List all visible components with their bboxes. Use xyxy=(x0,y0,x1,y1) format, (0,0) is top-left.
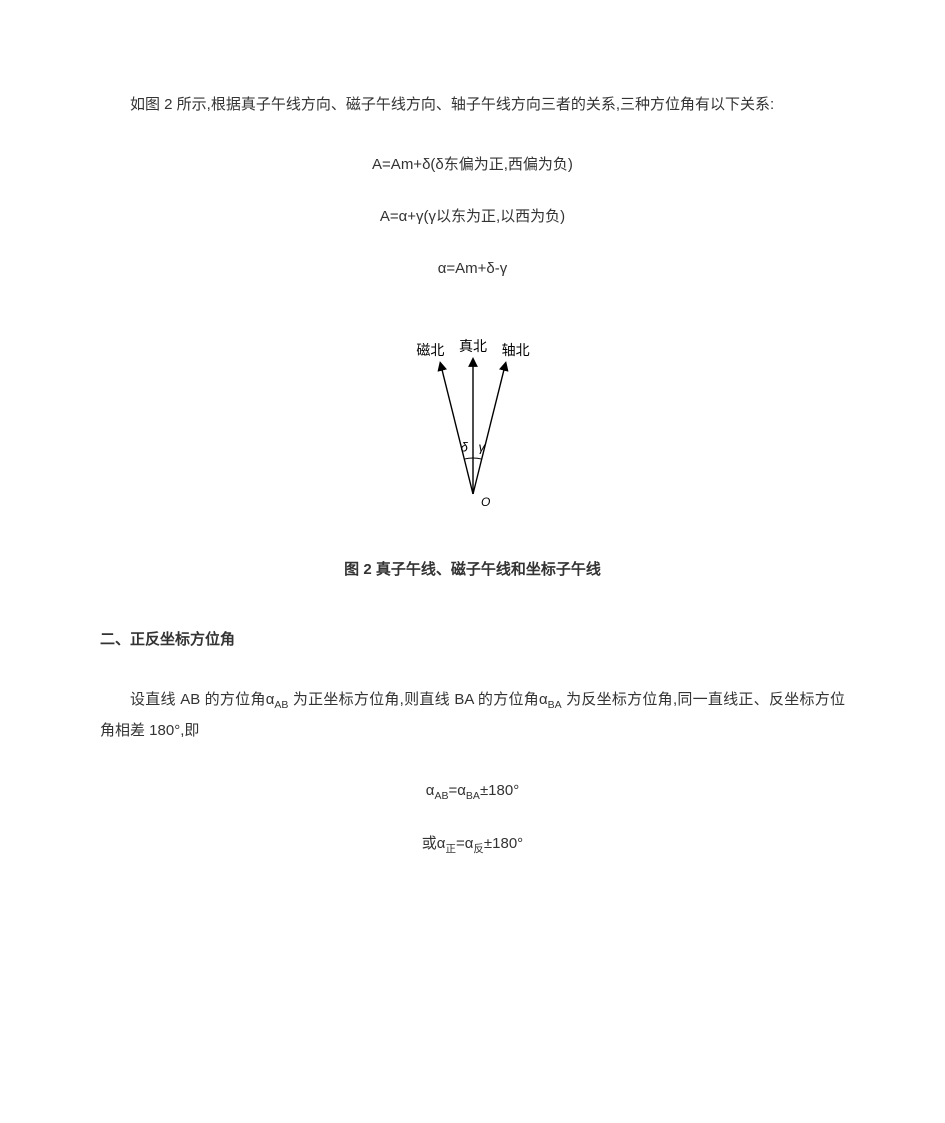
figure-2: 磁北真北轴北δγO xyxy=(100,306,845,527)
meridian-diagram: 磁北真北轴北δγO xyxy=(373,306,573,516)
equation-1: A=Am+δ(δ东偏为正,西偏为负) xyxy=(100,150,845,180)
para2-a: 设直线 AB 的方位角α xyxy=(130,691,274,708)
eq5-c: ±180° xyxy=(484,835,523,852)
eq5-b: =α xyxy=(456,835,473,852)
svg-text:δ: δ xyxy=(460,439,468,454)
sub-ab-1: AB xyxy=(274,699,288,711)
intro-paragraph: 如图 2 所示,根据真子午线方向、磁子午线方向、轴子午线方向三者的关系,三种方位… xyxy=(100,90,845,120)
svg-text:O: O xyxy=(481,495,490,509)
sub-zheng: 正 xyxy=(445,843,456,855)
eq4-c: ±180° xyxy=(480,782,519,799)
sub-ba-2: BA xyxy=(466,790,480,802)
para2-b: 为正坐标方位角,则直线 BA 的方位角α xyxy=(288,691,547,708)
equation-3: α=Am+δ-γ xyxy=(100,254,845,284)
sub-ab-2: AB xyxy=(434,790,448,802)
sub-fan: 反 xyxy=(473,843,484,855)
para-2: 设直线 AB 的方位角αAB 为正坐标方位角,则直线 BA 的方位角αBA 为反… xyxy=(100,685,845,746)
figure-2-caption: 图 2 真子午线、磁子午线和坐标子午线 xyxy=(100,555,845,585)
svg-text:真北: 真北 xyxy=(459,339,487,355)
sub-ba-1: BA xyxy=(548,699,562,711)
svg-text:轴北: 轴北 xyxy=(501,343,529,359)
equation-4: αAB=αBA±180° xyxy=(100,776,845,807)
equation-2: A=α+γ(γ以东为正,以西为负) xyxy=(100,202,845,232)
eq4-b: =α xyxy=(448,782,465,799)
section-2-heading: 二、正反坐标方位角 xyxy=(100,625,845,655)
svg-text:磁北: 磁北 xyxy=(416,343,444,359)
equation-5: 或α正=α反±180° xyxy=(100,829,845,860)
eq5-a: 或α xyxy=(422,835,446,852)
